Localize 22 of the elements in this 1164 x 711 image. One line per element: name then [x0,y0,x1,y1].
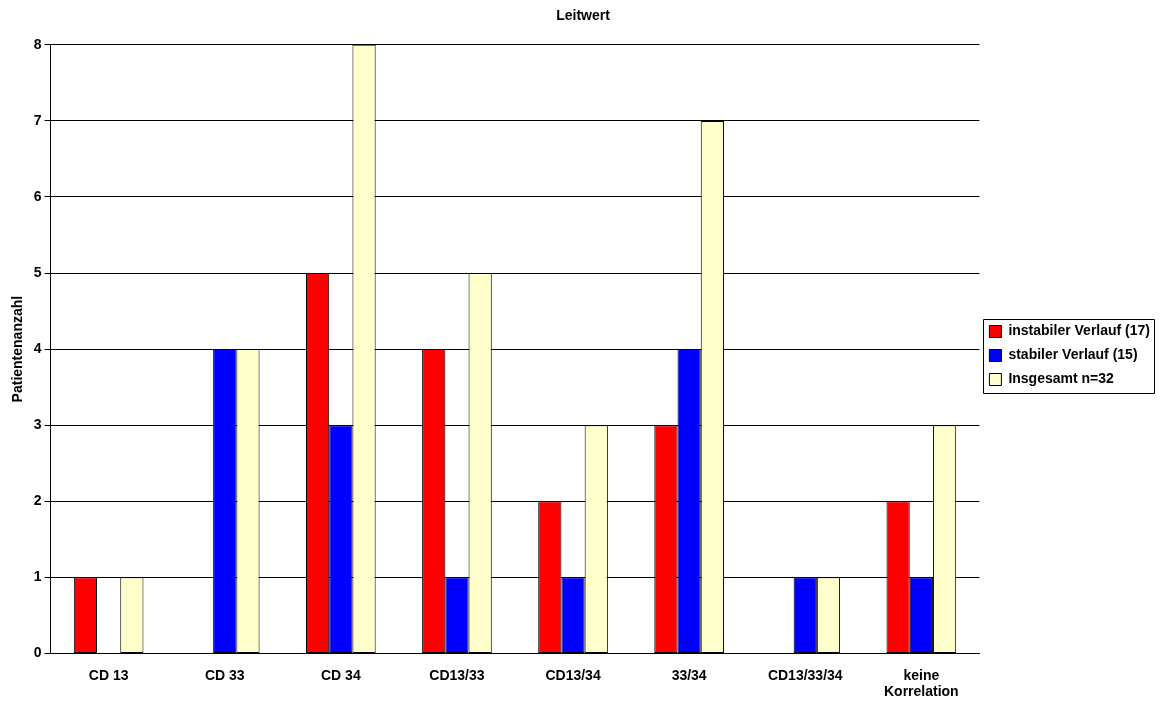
legend-label: instabiler Verlauf (17) [1008,322,1150,339]
legend-label: stabiler Verlauf (15) [1008,346,1138,363]
x-tick-label: CD13/33/34 [767,666,843,683]
x-tick-label: 33/34 [671,666,707,683]
x-tick-label: CD 34 [320,666,361,683]
y-tick-label: 8 [33,35,42,52]
x-tick-label: keine Korrelation [884,666,959,700]
y-tick-label: 1 [33,568,42,585]
y-axis-title: Patientenanzahl [9,295,26,403]
y-tick-label: 3 [33,416,42,433]
y-tick-label: 0 [33,644,42,661]
y-tick-label: 4 [33,339,42,356]
chart-title: Leitwert [556,7,611,24]
x-tick-label: CD13/34 [545,666,601,683]
legend-label: Insgesamt n=32 [1008,370,1115,387]
x-tick-label: CD 33 [204,666,245,683]
y-tick-label: 7 [33,111,42,128]
y-tick-label: 5 [33,263,42,280]
y-tick-label: 6 [33,187,42,204]
x-tick-label: CD13/33 [429,666,485,683]
x-tick-label: CD 13 [88,666,129,683]
y-tick-label: 2 [33,492,42,509]
